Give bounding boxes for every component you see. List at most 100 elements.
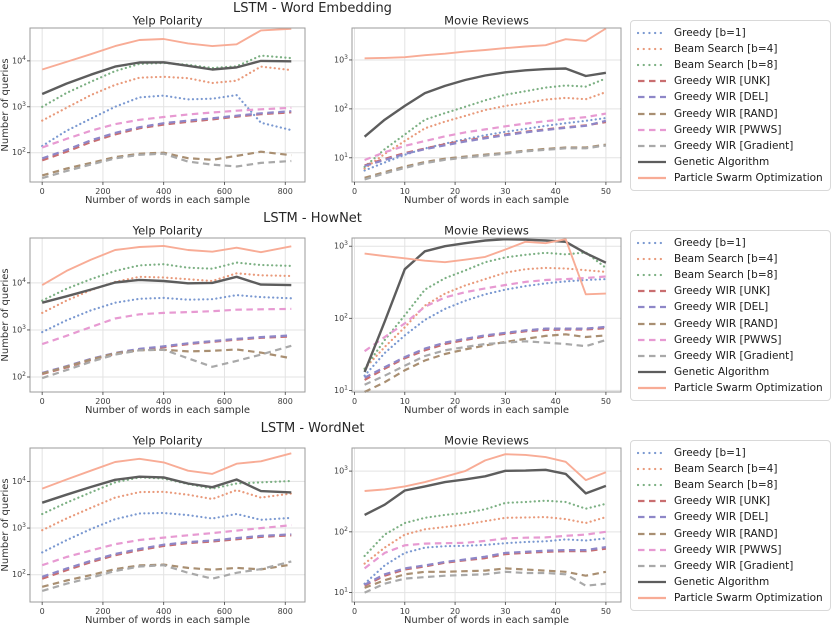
legend-item-beam_b4: Beam Search [b=4] xyxy=(637,461,823,477)
x-tick-label: 200 xyxy=(95,607,110,616)
series-beam_b4 xyxy=(41,272,293,315)
legend-line-sample-icon xyxy=(637,241,667,245)
figure-row-wordnet: LSTM - WordNet 0 200 400 600 800 102 103 104 Yel… xyxy=(0,421,831,626)
x-tick-label: 800 xyxy=(278,397,293,406)
legend-label: Greedy WIR [PWWS] xyxy=(674,333,782,346)
series-beam_b4 xyxy=(363,266,607,370)
legend-label: Particle Swarm Optimization xyxy=(674,381,823,394)
series-wir_del xyxy=(41,533,292,578)
x-tick-label: 400 xyxy=(156,187,171,196)
y-tick-label: 102 xyxy=(334,526,348,537)
legend-line-sample-icon xyxy=(638,144,666,147)
legend: Greedy [b=1] Beam Search [b=4] Beam Search… xyxy=(630,20,831,191)
legend-label: Greedy WIR [DEL] xyxy=(674,91,769,104)
legend-item-beam_b4: Beam Search [b=4] xyxy=(637,251,823,267)
legend-item-beam_b8: Beam Search [b=8] xyxy=(637,267,823,283)
plot-area xyxy=(30,238,305,392)
series-genetic xyxy=(41,475,292,504)
series-beam_b8 xyxy=(363,251,607,370)
series-beam_b8 xyxy=(363,77,607,168)
series-wir_del xyxy=(41,110,292,160)
legend-item-genetic: Genetic Algorithm xyxy=(637,364,823,380)
series-pso xyxy=(41,27,292,71)
legend-item-wir_del: Greedy WIR [DEL] xyxy=(637,509,823,525)
legend-item-pso: Particle Swarm Optimization xyxy=(637,380,823,396)
plot-area xyxy=(30,448,305,602)
legend-line-sample-icon xyxy=(638,532,666,535)
x-tick-label: 20 xyxy=(450,397,460,406)
legend-item-beam_b8: Beam Search [b=8] xyxy=(637,57,823,73)
x-axis-label: Number of words in each sample xyxy=(404,405,569,416)
x-tick-label: 800 xyxy=(278,187,293,196)
legend-label: Genetic Algorithm xyxy=(674,155,770,168)
legend-label: Greedy WIR [RAND] xyxy=(674,107,778,120)
y-tick-label: 102 xyxy=(12,147,26,158)
row-title: LSTM - WordNet xyxy=(260,421,365,436)
x-tick-label: 40 xyxy=(551,397,561,406)
chart-title: Yelp Polarity xyxy=(132,16,203,28)
series-genetic xyxy=(41,275,292,304)
x-tick-label: 30 xyxy=(500,187,510,196)
chart-title: Movie Reviews xyxy=(444,226,529,238)
legend-label: Genetic Algorithm xyxy=(674,365,770,378)
series-wir_unk xyxy=(41,534,292,580)
series-pso xyxy=(41,244,292,286)
legend-line-sample-icon xyxy=(637,258,667,261)
legend-item-wir_gradient: Greedy WIR [Gradient] xyxy=(637,558,823,574)
series-wir_gradient xyxy=(364,338,607,386)
series-wir_del xyxy=(364,325,606,379)
legend-line-sample-icon xyxy=(637,48,667,51)
series-pso xyxy=(364,27,607,60)
series-beam_b4 xyxy=(363,90,607,170)
y-tick-label: 102 xyxy=(12,371,26,382)
legend-item-pso: Particle Swarm Optimization xyxy=(637,590,823,606)
axes-box xyxy=(351,447,622,603)
axes-box xyxy=(351,27,622,183)
y-axis-label: Number of queries xyxy=(0,268,11,361)
x-tick-label: 50 xyxy=(601,397,611,406)
plot-area xyxy=(30,28,305,182)
y-axis-label: Number of queries xyxy=(0,58,11,151)
legend-item-pso: Particle Swarm Optimization xyxy=(637,170,823,186)
legend-label: Greedy WIR [PWWS] xyxy=(674,543,782,556)
y-tick-label: 104 xyxy=(12,277,26,288)
legend-label: Greedy WIR [Gradient] xyxy=(674,559,794,572)
y-tick-label: 103 xyxy=(334,54,348,64)
legend-line-sample-icon xyxy=(638,112,666,115)
x-axis-label: Number of words in each sample xyxy=(404,615,569,626)
x-tick-label: 0 xyxy=(352,397,357,406)
series-wir_rand xyxy=(364,567,607,589)
series-wir_pwws xyxy=(363,275,606,353)
figure-row-hownet: LSTM - HowNet 0 200 400 600 800 102 103 104 Yelp… xyxy=(0,211,831,416)
legend-item-wir_unk: Greedy WIR [UNK] xyxy=(637,493,823,509)
legend-label: Greedy WIR [DEL] xyxy=(674,511,769,524)
legend-line-sample-icon xyxy=(638,338,666,341)
legend-label: Greedy WIR [RAND] xyxy=(674,527,778,540)
legend-line-sample-icon xyxy=(638,500,666,503)
x-tick-label: 400 xyxy=(156,607,171,616)
y-tick-label: 102 xyxy=(12,569,26,580)
series-pso xyxy=(41,452,292,490)
legend-line-sample-icon xyxy=(638,580,666,583)
legend: Greedy [b=1] Beam Search [b=4] Beam Search… xyxy=(630,230,831,401)
x-tick-label: 20 xyxy=(450,187,460,196)
series-wir_unk xyxy=(364,547,607,587)
legend-line-sample-icon xyxy=(637,274,667,277)
legend-item-genetic: Genetic Algorithm xyxy=(637,154,823,170)
x-tick-label: 0 xyxy=(40,397,45,406)
series-wir_gradient xyxy=(41,560,292,592)
legend-item-wir_gradient: Greedy WIR [Gradient] xyxy=(637,348,823,364)
legend-line-sample-icon xyxy=(638,386,666,389)
x-tick-label: 200 xyxy=(95,187,110,196)
legend-item-greedy_b1: Greedy [b=1] xyxy=(637,445,823,461)
series-genetic xyxy=(41,59,292,96)
legend-line-sample-icon xyxy=(637,451,667,455)
legend-label: Greedy WIR [UNK] xyxy=(674,495,771,508)
y-tick-label: 103 xyxy=(12,324,26,335)
y-tick-label: 102 xyxy=(334,103,348,114)
chart-title: Movie Reviews xyxy=(444,16,529,28)
x-tick-label: 400 xyxy=(156,397,171,406)
x-tick-label: 600 xyxy=(217,397,232,406)
legend-label: Greedy WIR [DEL] xyxy=(674,301,769,314)
legend-label: Beam Search [b=8] xyxy=(674,269,778,282)
